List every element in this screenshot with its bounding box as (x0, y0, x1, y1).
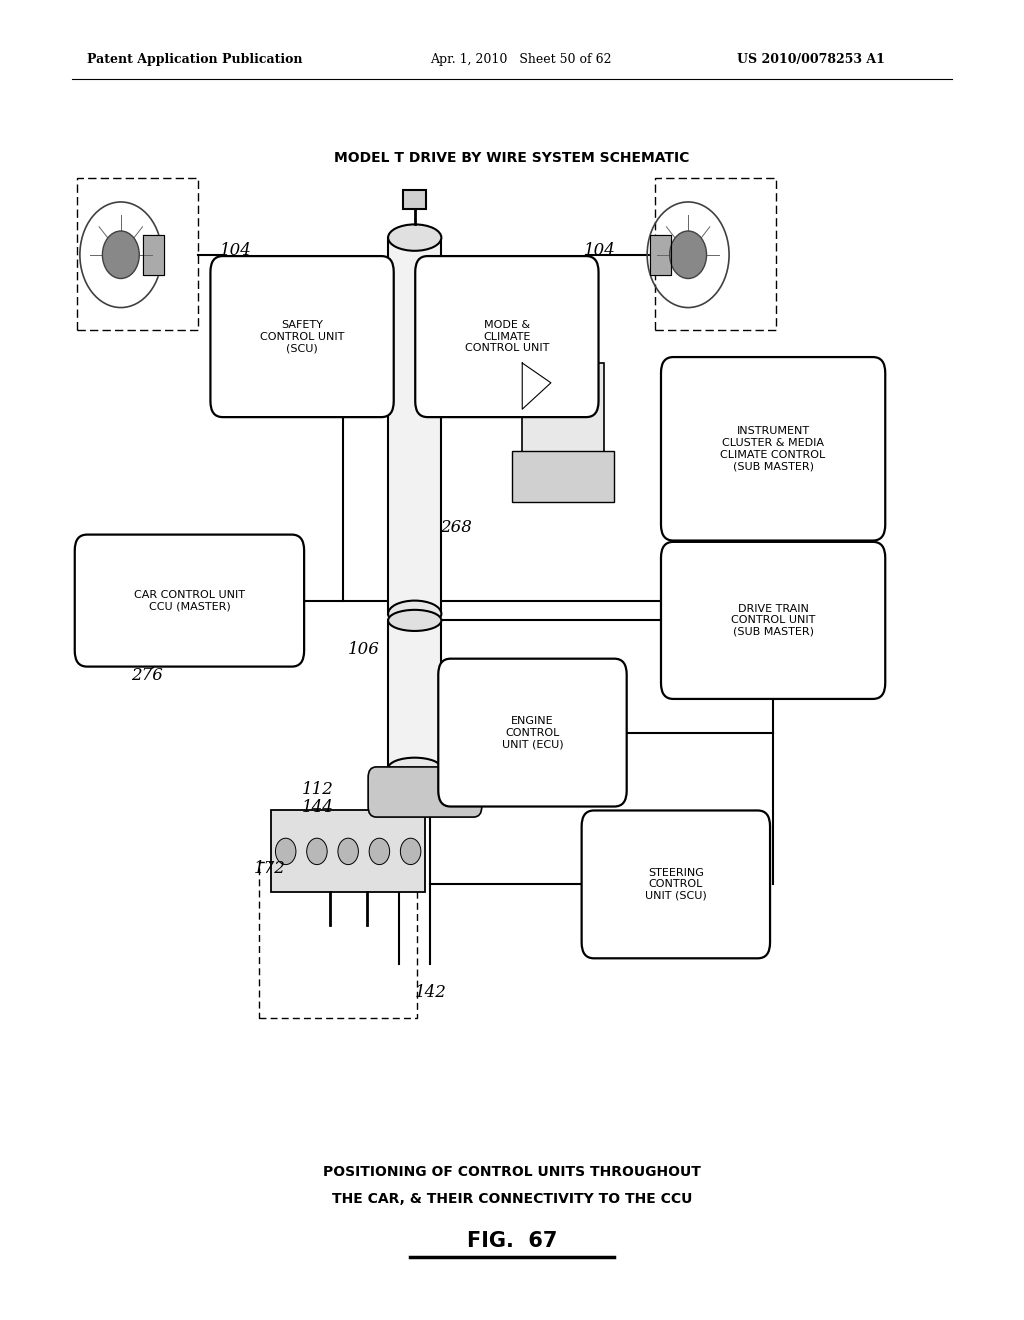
FancyBboxPatch shape (438, 659, 627, 807)
FancyBboxPatch shape (75, 535, 304, 667)
Bar (655, 178, 776, 330)
Circle shape (338, 838, 358, 865)
Text: POSITIONING OF CONTROL UNITS THROUGHOUT: POSITIONING OF CONTROL UNITS THROUGHOUT (323, 1166, 701, 1179)
Bar (512, 451, 614, 502)
Circle shape (670, 231, 707, 279)
Circle shape (370, 838, 390, 865)
Bar (403, 190, 426, 209)
Bar (77, 178, 198, 330)
Text: Apr. 1, 2010   Sheet 50 of 62: Apr. 1, 2010 Sheet 50 of 62 (430, 53, 611, 66)
Text: THE CAR, & THEIR CONNECTIVITY TO THE CCU: THE CAR, & THEIR CONNECTIVITY TO THE CCU (332, 1192, 692, 1205)
Polygon shape (522, 363, 551, 409)
Circle shape (307, 838, 328, 865)
Text: 142: 142 (415, 985, 446, 1001)
FancyBboxPatch shape (582, 810, 770, 958)
Text: 106: 106 (348, 642, 380, 657)
Circle shape (400, 838, 421, 865)
Circle shape (275, 838, 296, 865)
Polygon shape (650, 235, 671, 275)
Text: FIG.  67: FIG. 67 (467, 1230, 557, 1251)
Polygon shape (143, 235, 164, 275)
Text: MODEL T DRIVE BY WIRE SYSTEM SCHEMATIC: MODEL T DRIVE BY WIRE SYSTEM SCHEMATIC (334, 152, 690, 165)
Ellipse shape (388, 758, 441, 779)
Text: Patent Application Publication: Patent Application Publication (87, 53, 302, 66)
Ellipse shape (388, 224, 441, 251)
FancyBboxPatch shape (662, 541, 885, 700)
Text: 276: 276 (131, 668, 163, 684)
Text: 104: 104 (584, 243, 615, 259)
Bar (388, 620, 441, 768)
Text: SAFETY
CONTROL UNIT
(SCU): SAFETY CONTROL UNIT (SCU) (260, 319, 344, 354)
Text: MODE &
CLIMATE
CONTROL UNIT: MODE & CLIMATE CONTROL UNIT (465, 319, 549, 354)
Bar (522, 363, 604, 462)
Text: CAR CONTROL UNIT
CCU (MASTER): CAR CONTROL UNIT CCU (MASTER) (134, 590, 245, 611)
Ellipse shape (388, 610, 441, 631)
Text: DRIVE TRAIN
CONTROL UNIT
(SUB MASTER): DRIVE TRAIN CONTROL UNIT (SUB MASTER) (731, 603, 815, 638)
Bar (271, 810, 425, 892)
Ellipse shape (388, 601, 441, 627)
Text: 144: 144 (302, 800, 334, 816)
FancyBboxPatch shape (210, 256, 393, 417)
Text: 268: 268 (440, 520, 472, 536)
FancyBboxPatch shape (369, 767, 481, 817)
Text: 112: 112 (302, 781, 334, 797)
Text: STEERING
CONTROL
UNIT (SCU): STEERING CONTROL UNIT (SCU) (645, 867, 707, 902)
Bar (388, 238, 441, 614)
Text: ENGINE
CONTROL
UNIT (ECU): ENGINE CONTROL UNIT (ECU) (502, 715, 563, 750)
Text: US 2010/0078253 A1: US 2010/0078253 A1 (737, 53, 885, 66)
FancyBboxPatch shape (416, 256, 598, 417)
Text: INSTRUMENT
CLUSTER & MEDIA
CLIMATE CONTROL
(SUB MASTER): INSTRUMENT CLUSTER & MEDIA CLIMATE CONTR… (721, 426, 825, 471)
Bar (258, 862, 418, 1018)
Text: 104: 104 (220, 243, 252, 259)
Circle shape (102, 231, 139, 279)
FancyBboxPatch shape (662, 356, 885, 541)
Text: 172: 172 (254, 861, 286, 876)
